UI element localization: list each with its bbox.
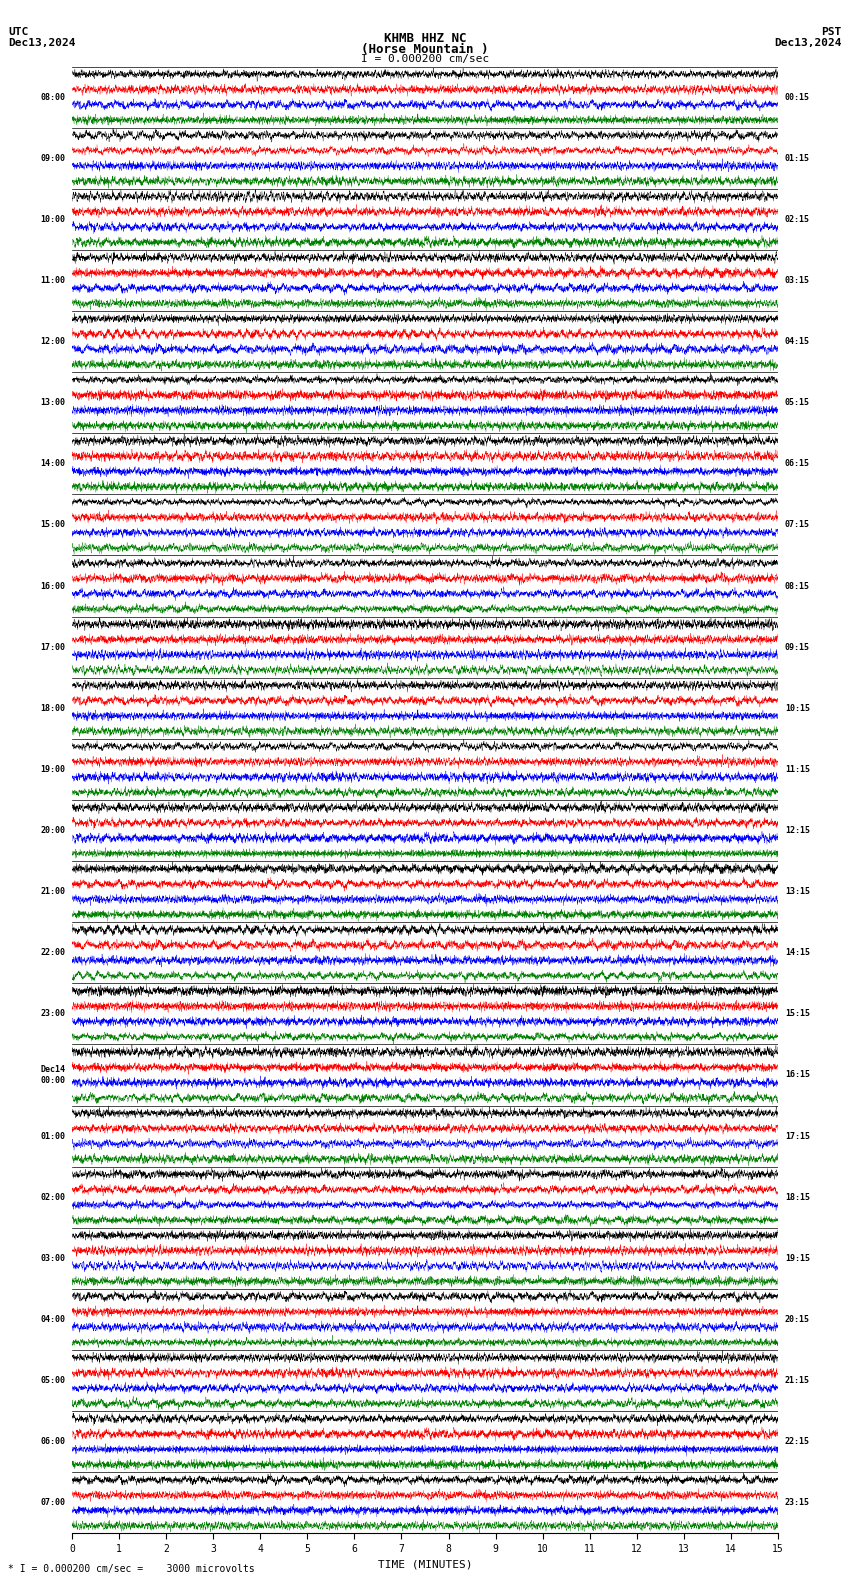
Text: 07:00: 07:00 bbox=[40, 1498, 65, 1508]
Text: 19:15: 19:15 bbox=[785, 1255, 810, 1262]
Text: 10:00: 10:00 bbox=[40, 215, 65, 223]
Text: Dec14
00:00: Dec14 00:00 bbox=[40, 1066, 65, 1085]
Text: 02:00: 02:00 bbox=[40, 1193, 65, 1202]
Text: 18:00: 18:00 bbox=[40, 703, 65, 713]
Text: (Horse Mountain ): (Horse Mountain ) bbox=[361, 43, 489, 55]
Text: 15:00: 15:00 bbox=[40, 521, 65, 529]
Text: UTC: UTC bbox=[8, 27, 29, 36]
Text: 11:15: 11:15 bbox=[785, 765, 810, 775]
Text: 13:15: 13:15 bbox=[785, 887, 810, 897]
Text: Dec13,2024: Dec13,2024 bbox=[8, 38, 76, 48]
Text: 01:15: 01:15 bbox=[785, 154, 810, 163]
X-axis label: TIME (MINUTES): TIME (MINUTES) bbox=[377, 1559, 473, 1570]
Text: 09:00: 09:00 bbox=[40, 154, 65, 163]
Text: 05:00: 05:00 bbox=[40, 1376, 65, 1384]
Text: 09:15: 09:15 bbox=[785, 643, 810, 651]
Text: 02:15: 02:15 bbox=[785, 215, 810, 223]
Text: 21:15: 21:15 bbox=[785, 1376, 810, 1384]
Text: PST: PST bbox=[821, 27, 842, 36]
Text: 08:00: 08:00 bbox=[40, 92, 65, 101]
Text: 03:00: 03:00 bbox=[40, 1255, 65, 1262]
Text: I = 0.000200 cm/sec: I = 0.000200 cm/sec bbox=[361, 54, 489, 63]
Text: 11:00: 11:00 bbox=[40, 276, 65, 285]
Text: Dec13,2024: Dec13,2024 bbox=[774, 38, 842, 48]
Text: 19:00: 19:00 bbox=[40, 765, 65, 775]
Text: 16:15: 16:15 bbox=[785, 1071, 810, 1079]
Text: 21:00: 21:00 bbox=[40, 887, 65, 897]
Text: 04:15: 04:15 bbox=[785, 337, 810, 345]
Text: 22:00: 22:00 bbox=[40, 949, 65, 957]
Text: 05:15: 05:15 bbox=[785, 398, 810, 407]
Text: 00:15: 00:15 bbox=[785, 92, 810, 101]
Text: 13:00: 13:00 bbox=[40, 398, 65, 407]
Text: 20:15: 20:15 bbox=[785, 1315, 810, 1324]
Text: 23:15: 23:15 bbox=[785, 1498, 810, 1508]
Text: 06:15: 06:15 bbox=[785, 459, 810, 469]
Text: 15:15: 15:15 bbox=[785, 1009, 810, 1019]
Text: 23:00: 23:00 bbox=[40, 1009, 65, 1019]
Text: 20:00: 20:00 bbox=[40, 825, 65, 835]
Text: 17:15: 17:15 bbox=[785, 1131, 810, 1140]
Text: 18:15: 18:15 bbox=[785, 1193, 810, 1202]
Text: 14:15: 14:15 bbox=[785, 949, 810, 957]
Text: 22:15: 22:15 bbox=[785, 1437, 810, 1446]
Text: 03:15: 03:15 bbox=[785, 276, 810, 285]
Text: 08:15: 08:15 bbox=[785, 581, 810, 591]
Text: 06:00: 06:00 bbox=[40, 1437, 65, 1446]
Text: 10:15: 10:15 bbox=[785, 703, 810, 713]
Text: 04:00: 04:00 bbox=[40, 1315, 65, 1324]
Text: KHMB HHZ NC: KHMB HHZ NC bbox=[383, 32, 467, 44]
Text: * I = 0.000200 cm/sec =    3000 microvolts: * I = 0.000200 cm/sec = 3000 microvolts bbox=[8, 1565, 255, 1574]
Text: 07:15: 07:15 bbox=[785, 521, 810, 529]
Text: 16:00: 16:00 bbox=[40, 581, 65, 591]
Text: 12:15: 12:15 bbox=[785, 825, 810, 835]
Text: 17:00: 17:00 bbox=[40, 643, 65, 651]
Text: 12:00: 12:00 bbox=[40, 337, 65, 345]
Text: 14:00: 14:00 bbox=[40, 459, 65, 469]
Text: 01:00: 01:00 bbox=[40, 1131, 65, 1140]
